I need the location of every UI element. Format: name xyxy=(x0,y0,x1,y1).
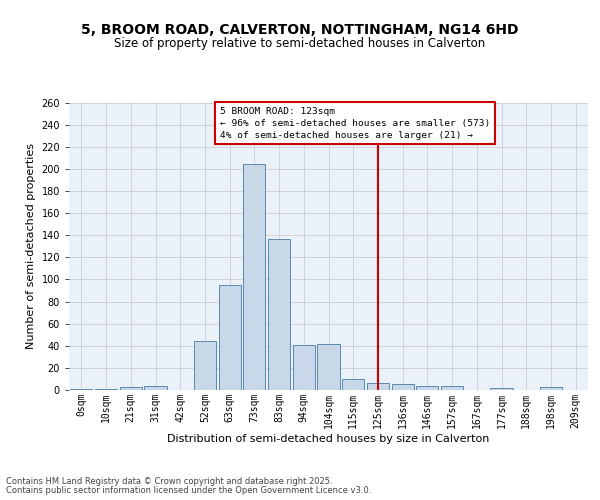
Bar xyxy=(416,386,439,390)
Bar xyxy=(194,342,216,390)
Bar xyxy=(95,389,117,390)
Bar xyxy=(367,384,389,390)
Bar xyxy=(293,344,315,390)
X-axis label: Distribution of semi-detached houses by size in Calverton: Distribution of semi-detached houses by … xyxy=(167,434,490,444)
Text: Contains HM Land Registry data © Crown copyright and database right 2025.: Contains HM Land Registry data © Crown c… xyxy=(6,477,332,486)
Bar xyxy=(540,386,562,390)
Text: 5 BROOM ROAD: 123sqm
← 96% of semi-detached houses are smaller (573)
4% of semi-: 5 BROOM ROAD: 123sqm ← 96% of semi-detac… xyxy=(220,107,490,140)
Bar xyxy=(243,164,265,390)
Bar xyxy=(342,379,364,390)
Bar xyxy=(490,388,512,390)
Text: Size of property relative to semi-detached houses in Calverton: Size of property relative to semi-detach… xyxy=(115,38,485,51)
Bar xyxy=(268,238,290,390)
Bar xyxy=(70,389,92,390)
Bar xyxy=(392,384,414,390)
Bar xyxy=(441,386,463,390)
Bar xyxy=(218,285,241,390)
Bar xyxy=(119,386,142,390)
Bar xyxy=(145,386,167,390)
Y-axis label: Number of semi-detached properties: Number of semi-detached properties xyxy=(26,143,36,350)
Bar xyxy=(317,344,340,390)
Text: Contains public sector information licensed under the Open Government Licence v3: Contains public sector information licen… xyxy=(6,486,371,495)
Text: 5, BROOM ROAD, CALVERTON, NOTTINGHAM, NG14 6HD: 5, BROOM ROAD, CALVERTON, NOTTINGHAM, NG… xyxy=(81,22,519,36)
